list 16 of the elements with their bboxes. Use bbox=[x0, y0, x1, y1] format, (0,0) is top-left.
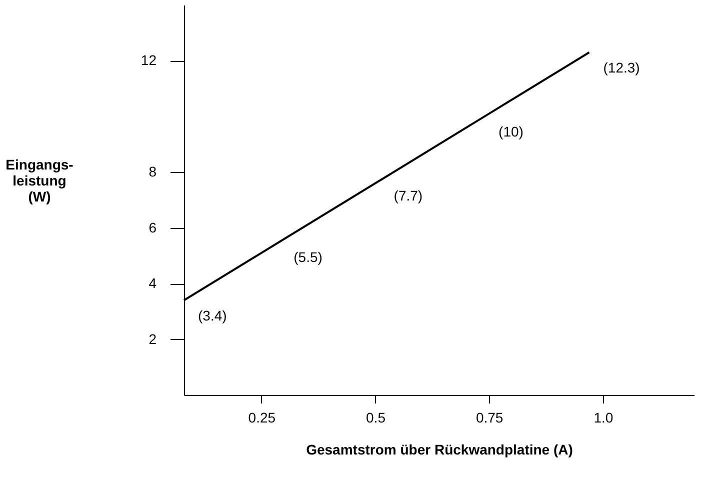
text: (12.3) bbox=[603, 59, 640, 76]
y-tick-label: 2 bbox=[148, 330, 157, 347]
y-tick-label: 4 bbox=[148, 275, 157, 292]
text: (10) bbox=[498, 123, 524, 140]
y-tick-label: 8 bbox=[148, 164, 157, 180]
x-tick-label: 0.25 bbox=[248, 410, 276, 426]
y-axis-title: Eingangs- leistung (W) bbox=[6, 156, 74, 204]
x-tick-label: 0.75 bbox=[476, 410, 504, 426]
y-tick-label: 6 bbox=[148, 219, 157, 236]
y-tick-label: 12 bbox=[140, 52, 157, 68]
text: (7.7) bbox=[394, 188, 423, 204]
x-axis-title: Gesamtstrom über Rückwandplatine (A) bbox=[306, 442, 573, 458]
x-tick-label: 1.0 bbox=[594, 410, 614, 426]
text: (5.5) bbox=[294, 248, 322, 265]
x-tick-label: 0.5 bbox=[366, 410, 386, 426]
text: (3.4) bbox=[198, 307, 227, 324]
